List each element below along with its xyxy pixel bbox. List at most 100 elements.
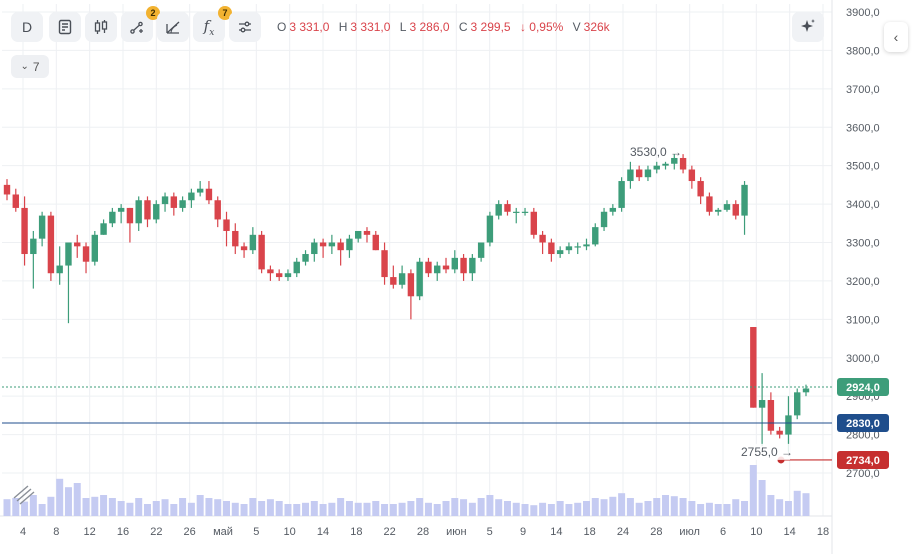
candle-body[interactable] — [381, 250, 388, 278]
candle-body[interactable] — [451, 257, 458, 270]
drawing-tools-button[interactable]: 2 — [121, 6, 160, 42]
candle-body[interactable] — [65, 242, 72, 266]
candle-body[interactable] — [794, 392, 801, 416]
candle-body[interactable] — [337, 242, 344, 251]
candle-body[interactable] — [758, 400, 766, 408]
candle-body[interactable] — [3, 184, 11, 195]
candle-body[interactable] — [275, 273, 283, 278]
candle-body[interactable] — [21, 207, 28, 255]
candle-body[interactable] — [644, 169, 652, 178]
candle-body[interactable] — [372, 234, 379, 251]
candle-body[interactable] — [319, 242, 327, 247]
candle-body[interactable] — [30, 238, 37, 255]
candle-body[interactable] — [592, 227, 599, 245]
candle-body[interactable] — [390, 277, 397, 285]
candle-body[interactable] — [346, 238, 353, 251]
candle-body[interactable] — [688, 169, 696, 182]
candle-body[interactable] — [161, 196, 169, 205]
candle-body[interactable] — [249, 234, 257, 251]
candle-body[interactable] — [776, 430, 783, 435]
candle-body[interactable] — [82, 246, 90, 262]
candle-body[interactable] — [583, 244, 590, 247]
candle-body[interactable] — [284, 273, 292, 278]
candle-body[interactable] — [74, 242, 81, 247]
candle-body[interactable] — [600, 211, 608, 228]
candle-body[interactable] — [407, 273, 415, 297]
candle-body[interactable] — [548, 242, 555, 255]
candle-body[interactable] — [196, 188, 204, 193]
candle-body[interactable] — [302, 254, 309, 262]
candle-body[interactable] — [56, 265, 63, 274]
candle-body[interactable] — [188, 192, 195, 201]
candle-body[interactable] — [267, 269, 274, 274]
candle-body[interactable] — [802, 388, 810, 393]
candle-body[interactable] — [513, 211, 520, 213]
candle-body[interactable] — [126, 207, 134, 224]
candle-body[interactable] — [232, 230, 239, 247]
indicators-collapse-button[interactable]: ⌄ 7 — [11, 55, 49, 78]
ai-assistant-button[interactable] — [792, 12, 824, 42]
candle-body[interactable] — [671, 157, 678, 164]
candle-body[interactable] — [750, 327, 757, 408]
candle-body[interactable] — [486, 215, 494, 243]
candle-body[interactable] — [653, 165, 660, 170]
candle-body[interactable] — [170, 196, 178, 208]
candle-body[interactable] — [223, 219, 230, 231]
candle-body[interactable] — [416, 261, 423, 297]
candle-body[interactable] — [618, 181, 625, 208]
candle-body[interactable] — [785, 415, 792, 435]
candle-body[interactable] — [714, 209, 722, 212]
candle-body[interactable] — [109, 211, 116, 224]
candle-body[interactable] — [635, 169, 643, 178]
candle-body[interactable] — [495, 204, 502, 216]
candle-body[interactable] — [706, 196, 713, 212]
fibonacci-button[interactable] — [157, 12, 189, 42]
indicators-button[interactable]: fx 7 — [193, 6, 232, 42]
candle-body[interactable] — [767, 400, 775, 431]
candle-body[interactable] — [135, 200, 142, 224]
candle-body[interactable] — [12, 194, 19, 208]
candle-body[interactable] — [425, 261, 432, 274]
candle-body[interactable] — [521, 211, 529, 213]
candle-body[interactable] — [205, 188, 213, 201]
candle-body[interactable] — [574, 246, 581, 248]
candle-body[interactable] — [311, 242, 318, 255]
candle-body[interactable] — [117, 207, 125, 212]
candle-body[interactable] — [363, 230, 371, 235]
candle-body[interactable] — [38, 215, 46, 239]
settings-button[interactable] — [229, 12, 261, 42]
candle-body[interactable] — [434, 265, 441, 274]
candle-body[interactable] — [442, 265, 450, 270]
candle-body[interactable] — [328, 242, 336, 247]
candle-body[interactable] — [565, 246, 573, 251]
candle-body[interactable] — [469, 257, 476, 274]
candle-body[interactable] — [214, 200, 221, 220]
candle-body[interactable] — [741, 184, 748, 216]
candle-body[interactable] — [398, 273, 406, 285]
candle-body[interactable] — [609, 207, 617, 212]
candle-body[interactable] — [355, 230, 362, 239]
candle-body[interactable] — [556, 250, 564, 255]
candle-body[interactable] — [293, 261, 300, 274]
side-panel-toggle[interactable]: ‹ — [884, 22, 908, 52]
candle-body[interactable] — [723, 204, 731, 210]
candle-body[interactable] — [240, 246, 248, 251]
candle-body[interactable] — [460, 257, 467, 274]
chart-type-button[interactable] — [85, 12, 117, 42]
candle-body[interactable] — [477, 242, 485, 258]
candle-body[interactable] — [47, 215, 55, 274]
notes-button[interactable] — [49, 12, 81, 42]
candle-body[interactable] — [144, 200, 151, 220]
interval-button[interactable]: D — [11, 12, 43, 42]
candle-body[interactable] — [100, 223, 107, 235]
candle-body[interactable] — [530, 211, 538, 235]
candle-body[interactable] — [258, 234, 265, 270]
volume-hide-icon[interactable] — [13, 485, 35, 505]
candle-body[interactable] — [539, 234, 546, 243]
candle-body[interactable] — [504, 204, 511, 212]
candle-body[interactable] — [179, 200, 186, 208]
candle-body[interactable] — [627, 169, 634, 182]
candle-body[interactable] — [91, 234, 99, 262]
candle-body[interactable] — [732, 204, 739, 216]
